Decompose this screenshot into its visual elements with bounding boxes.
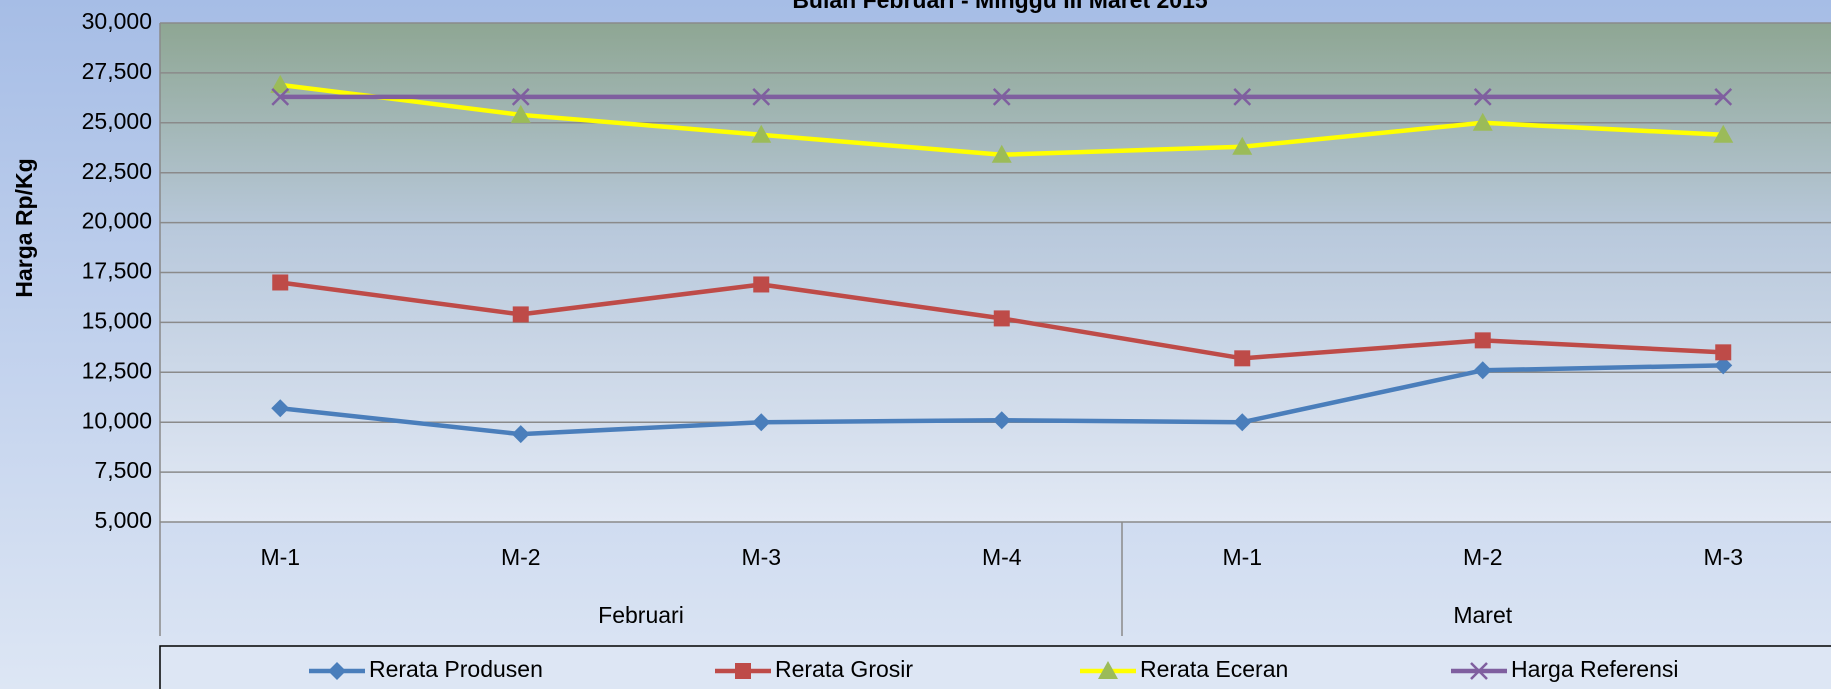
x-tick-label: M-3 (1703, 544, 1743, 570)
y-tick-label: 30,000 (82, 8, 152, 34)
legend-label: Rerata Eceran (1140, 656, 1288, 682)
legend-marker (1470, 662, 1488, 680)
point (1714, 356, 1733, 375)
point (752, 87, 771, 106)
legend-label: Harga Referensi (1511, 656, 1678, 682)
point (1473, 87, 1492, 106)
x-tick-label: M-1 (1222, 544, 1262, 570)
legend-label: Rerata Grosir (775, 656, 913, 682)
point (512, 306, 529, 323)
point (992, 87, 1011, 106)
point (1233, 413, 1252, 432)
point (511, 87, 530, 106)
point (1474, 332, 1491, 349)
legend-label: Rerata Produsen (369, 656, 543, 682)
x-tick-label: M-3 (741, 544, 781, 570)
point (752, 413, 771, 432)
point (1233, 87, 1252, 106)
point (1234, 350, 1251, 367)
point (271, 87, 290, 106)
x-tick-label: M-1 (260, 544, 300, 570)
y-tick-label: 15,000 (82, 307, 152, 333)
point (991, 144, 1012, 163)
point (511, 425, 530, 444)
legend-marker (328, 662, 346, 680)
point (510, 104, 531, 123)
point (1472, 112, 1493, 131)
group-label: Maret (1453, 602, 1512, 628)
point (751, 124, 772, 143)
legend-marker (1098, 661, 1118, 679)
y-tick-label: 17,500 (82, 258, 152, 284)
point (1715, 344, 1732, 361)
point (1232, 136, 1253, 155)
point (1713, 124, 1734, 143)
point (270, 74, 291, 93)
point (1714, 87, 1733, 106)
point (272, 274, 289, 291)
legend-marker (735, 663, 751, 679)
x-tick-label: M-2 (1463, 544, 1503, 570)
y-tick-label: 7,500 (94, 457, 152, 483)
y-tick-label: 5,000 (94, 507, 152, 533)
x-tick-label: M-2 (501, 544, 541, 570)
y-tick-label: 27,500 (82, 58, 152, 84)
point (1473, 361, 1492, 380)
y-axis-label: Harga Rp/Kg (11, 158, 37, 297)
point (753, 276, 770, 293)
point (993, 310, 1010, 327)
point (992, 411, 1011, 430)
x-tick-label: M-4 (982, 544, 1022, 570)
legend (159, 645, 1831, 689)
y-tick-label: 22,500 (82, 158, 152, 184)
chart-title: Bulan Februari - Minggu III Maret 2015 (792, 0, 1208, 13)
point (271, 399, 290, 418)
y-tick-label: 10,000 (82, 407, 152, 433)
group-label: Februari (598, 602, 684, 628)
y-tick-label: 25,000 (82, 108, 152, 134)
y-tick-label: 12,500 (82, 357, 152, 383)
y-tick-label: 20,000 (82, 208, 152, 234)
